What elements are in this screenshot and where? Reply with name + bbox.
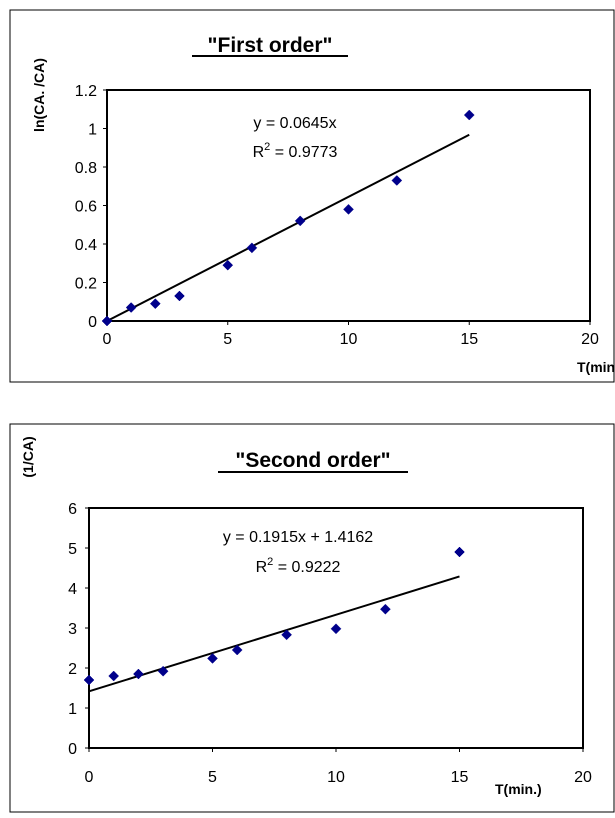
data-point <box>391 175 403 186</box>
r-squared-symbol: R <box>256 559 268 576</box>
y-tick-label: 0.2 <box>75 276 97 293</box>
data-point <box>294 215 306 227</box>
y-tick-labels: 0 1 2 3 4 5 6 <box>68 501 89 758</box>
x-tick-labels: 0 5 10 15 20 <box>103 321 599 348</box>
data-point <box>157 665 169 677</box>
data-point <box>330 623 342 635</box>
data-point <box>222 259 234 271</box>
x-tick-label: 0 <box>103 331 112 348</box>
r-squared-label: R2 = 0.9773 <box>253 141 338 161</box>
y-tick-label: 0.4 <box>75 237 97 254</box>
y-axis-label: (1/CA) <box>20 436 36 477</box>
data-point <box>83 674 95 686</box>
data-point <box>231 644 243 656</box>
y-tick-label: 4 <box>68 581 77 598</box>
x-axis-label: T(min. <box>577 359 615 375</box>
trendline <box>106 133 470 322</box>
chart-title: "Second order" <box>235 449 390 472</box>
y-tick-label: 2 <box>68 661 77 678</box>
y-tick-label: 0.6 <box>75 199 97 216</box>
data-point <box>246 242 258 254</box>
r-squared-superscript: 2 <box>267 556 273 568</box>
x-tick-label: 20 <box>581 331 599 348</box>
data-points <box>101 109 475 327</box>
x-tick-label: 0 <box>85 769 94 786</box>
data-point <box>207 653 218 664</box>
r-squared-superscript: 2 <box>264 141 270 153</box>
r-squared-value: = 0.9773 <box>270 144 337 161</box>
x-tick-label: 15 <box>460 331 478 348</box>
x-tick-label: 10 <box>340 331 358 348</box>
y-tick-label: 0.8 <box>75 160 97 177</box>
y-tick-label: 1.2 <box>75 83 97 100</box>
data-point <box>281 629 292 641</box>
data-point <box>463 109 475 121</box>
y-tick-label: 5 <box>68 541 77 558</box>
x-tick-labels: 0 5 10 15 20 <box>85 748 592 786</box>
first-order-chart: "First order" ln(CA. /CA) 0 0.2 0.4 0.6 0.8 1… <box>9 9 615 383</box>
trendline <box>88 575 460 693</box>
data-point <box>101 315 113 327</box>
data-point <box>125 302 137 313</box>
second-order-chart: "Second order" (1/CA) 0 1 2 3 4 5 6 0 5 10 15 20 y… <box>9 423 615 813</box>
x-tick-label: 15 <box>451 769 469 786</box>
y-tick-labels: 0 0.2 0.4 0.6 0.8 1 1.2 <box>75 83 107 331</box>
chart-title: "First order" <box>208 34 333 57</box>
y-axis-label: ln(CA. /CA) <box>31 58 47 132</box>
y-tick-label: 3 <box>68 621 77 638</box>
data-point <box>149 298 161 310</box>
r-squared-label: R2 = 0.9222 <box>256 556 341 576</box>
data-point <box>380 603 391 615</box>
y-tick-label: 0 <box>68 741 77 758</box>
x-tick-label: 5 <box>223 331 232 348</box>
trendline-equation: y = 0.0645x <box>253 115 336 132</box>
trendline-equation: y = 0.1915x + 1.4162 <box>223 529 373 546</box>
y-tick-label: 1 <box>88 122 97 139</box>
x-axis-label: T(min.) <box>495 781 542 797</box>
data-point <box>133 668 144 680</box>
data-point <box>454 546 465 558</box>
x-tick-label: 10 <box>327 769 345 786</box>
r-squared-symbol: R <box>253 144 265 161</box>
r-squared-value: = 0.9222 <box>273 559 340 576</box>
x-tick-label: 20 <box>574 769 592 786</box>
y-tick-label: 0 <box>88 314 97 331</box>
data-point <box>174 290 185 302</box>
y-tick-label: 1 <box>68 701 77 718</box>
y-tick-label: 6 <box>68 501 77 518</box>
data-point <box>343 203 354 215</box>
x-tick-label: 5 <box>208 769 217 786</box>
data-point <box>108 670 120 682</box>
data-points <box>83 546 465 686</box>
